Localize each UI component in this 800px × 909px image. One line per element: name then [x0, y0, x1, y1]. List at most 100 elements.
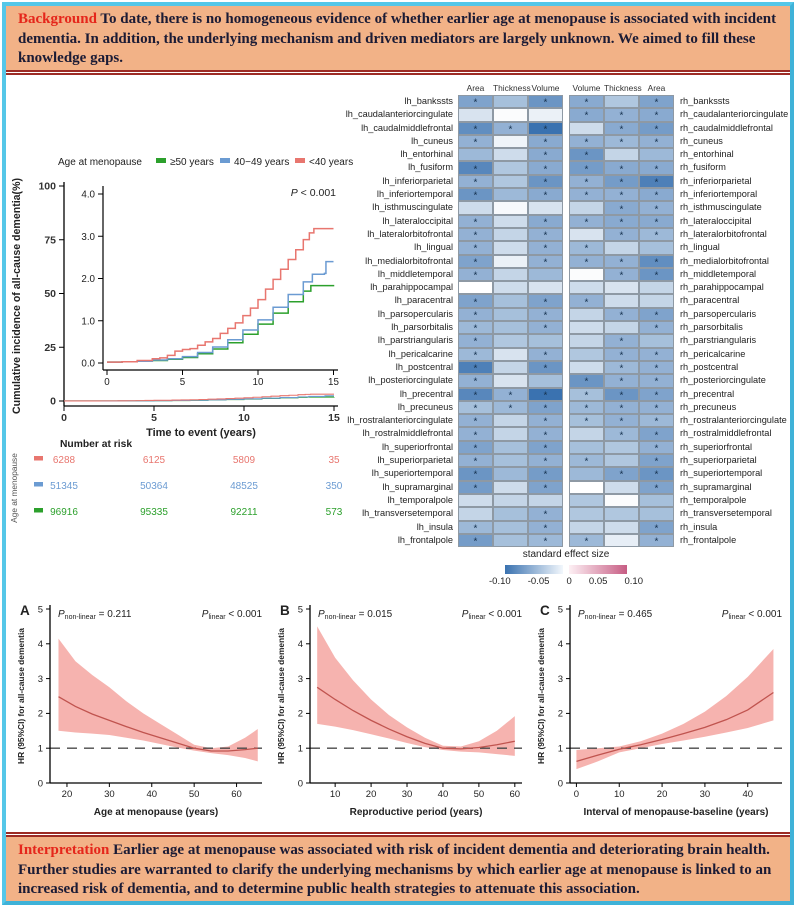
x-tick-label: 0: [574, 789, 579, 800]
heatmap-cell: *: [639, 307, 674, 321]
heatmap-rh-label: rh_fusiform: [680, 162, 726, 173]
heatmap-cell: *: [528, 507, 563, 521]
heatmap-cell: *: [639, 520, 674, 534]
km-inset-y-tick-label: 2.0: [81, 274, 95, 285]
heatmap-cell: [458, 507, 493, 521]
heatmap-cell: [493, 134, 528, 149]
heatmap-cell: [604, 95, 639, 109]
heatmap-cell: [493, 281, 528, 295]
risk-value: 96916: [50, 507, 78, 518]
significance-star: *: [473, 230, 478, 242]
x-axis-title: Age at menopause (years): [94, 807, 219, 818]
significance-star: *: [654, 456, 659, 468]
significance-star: *: [654, 430, 659, 442]
heatmap-rh-label: rh_pericalcarine: [680, 348, 746, 359]
heatmap-cell: *: [639, 440, 674, 454]
significance-star: *: [654, 177, 659, 189]
heatmap-header-row: Area Thickness Volume Volume Thickness Area: [336, 81, 790, 95]
significance-star: *: [584, 403, 589, 415]
significance-star: *: [543, 217, 548, 229]
heatmap-cell: *: [639, 174, 674, 189]
heatmap-rh-label: rh_frontalpole: [680, 534, 737, 545]
y-tick-label: 0: [38, 778, 43, 789]
p-nonlinear-annotation: Pnon-linear = 0.211: [58, 609, 132, 621]
significance-star: *: [619, 190, 624, 202]
significance-star: *: [619, 124, 624, 136]
heatmap-cell: *: [528, 214, 563, 229]
heatmap-rh-label: rh_lateraloccipital: [680, 215, 752, 226]
panel-label: B: [280, 603, 290, 618]
heatmap-col-header: Volume: [572, 83, 601, 93]
risk-row-swatch: [34, 508, 43, 513]
x-tick-label: 40: [438, 789, 449, 800]
heatmap-cell: [604, 480, 639, 494]
heatmap-cell: *: [569, 454, 604, 468]
km-legend-label: 40−49 years: [234, 157, 289, 168]
y-tick-label: 0: [558, 778, 563, 789]
heatmap-rh-label: rh_inferiorparietal: [680, 175, 752, 186]
km-inset-x-tick-label: 15: [328, 377, 339, 388]
km-inset-x-tick-label: 10: [253, 377, 264, 388]
heatmap-rh-label: rh_transversetemporal: [680, 508, 772, 519]
heatmap-cell: *: [458, 214, 493, 228]
heatmap-cell: *: [528, 148, 563, 162]
heatmap-cell: [604, 440, 639, 455]
colorbar-negative-segment: [505, 565, 563, 574]
heatmap-cell: *: [528, 414, 563, 428]
significance-star: *: [508, 124, 513, 136]
heatmap-cell: *: [639, 121, 674, 135]
heatmap-rh-label: rh_superiorfrontal: [680, 441, 753, 452]
heatmap-cell: *: [528, 347, 563, 362]
significance-star: *: [473, 137, 478, 149]
heatmap-cell: *: [528, 321, 563, 335]
significance-star: *: [543, 230, 548, 242]
significance-star: *: [473, 469, 478, 481]
heatmap-rh-label: rh_rostralmiddlefrontal: [680, 428, 772, 439]
heatmap-rh-label: rh_superiortemporal: [680, 468, 763, 479]
significance-star: *: [584, 297, 589, 309]
risk-value: 350: [326, 481, 343, 492]
heatmap-cell: [639, 507, 674, 521]
heatmap-cell: *: [458, 467, 493, 481]
heatmap-cell: *: [569, 414, 604, 428]
significance-star: *: [543, 456, 548, 468]
heatmap-cell: [493, 188, 528, 202]
significance-star: *: [543, 390, 548, 402]
risk-value: 573: [326, 507, 343, 518]
heatmap-cell: *: [604, 254, 639, 268]
significance-star: *: [654, 230, 659, 242]
heatmap-cell: [604, 281, 639, 295]
rcs-panel-a: 0 1 2 3 4 5 20 30 40 50 60 Age at menopause (years)…: [16, 603, 262, 818]
heatmap-cell: *: [528, 533, 563, 547]
km-y-tick-label: 75: [44, 234, 56, 246]
significance-star: *: [619, 177, 624, 189]
heatmap-lh-label: lh_superiorfrontal: [382, 441, 453, 452]
heatmap-row: lh_parahippocampal rh_parahippocampal: [336, 281, 790, 295]
heatmap-cell: *: [528, 360, 563, 375]
significance-star: *: [654, 257, 659, 269]
heatmap-lh-label: lh_fusiform: [408, 162, 453, 173]
heatmap-row: lh_parsopercularis * * * * rh_parsopercularis: [336, 307, 790, 322]
y-tick-label: 5: [38, 604, 43, 615]
ci-band: [317, 626, 515, 756]
significance-star: *: [473, 310, 478, 322]
heatmap-cell: [569, 493, 604, 508]
heatmap-cell: *: [458, 294, 493, 308]
heatmap-cell: [569, 467, 604, 481]
significance-star: *: [543, 363, 548, 375]
heatmap-cell: *: [458, 174, 493, 188]
hr-curve: [316, 686, 515, 750]
y-tick-label: 0: [298, 778, 303, 789]
significance-star: *: [543, 350, 548, 362]
significance-star: *: [543, 257, 548, 269]
risk-value: 5809: [233, 455, 256, 466]
y-tick-label: 3: [298, 674, 303, 685]
significance-star: *: [543, 469, 548, 481]
significance-star: *: [654, 403, 659, 415]
heatmap-row: lh_supramarginal * * * rh_supramarginal: [336, 480, 790, 494]
significance-star: *: [473, 257, 478, 269]
significance-star: *: [543, 509, 548, 521]
heatmap-rh-label: rh_parstriangularis: [680, 335, 757, 346]
bottom-divider: [6, 832, 790, 837]
heatmap-cell: *: [458, 400, 493, 414]
